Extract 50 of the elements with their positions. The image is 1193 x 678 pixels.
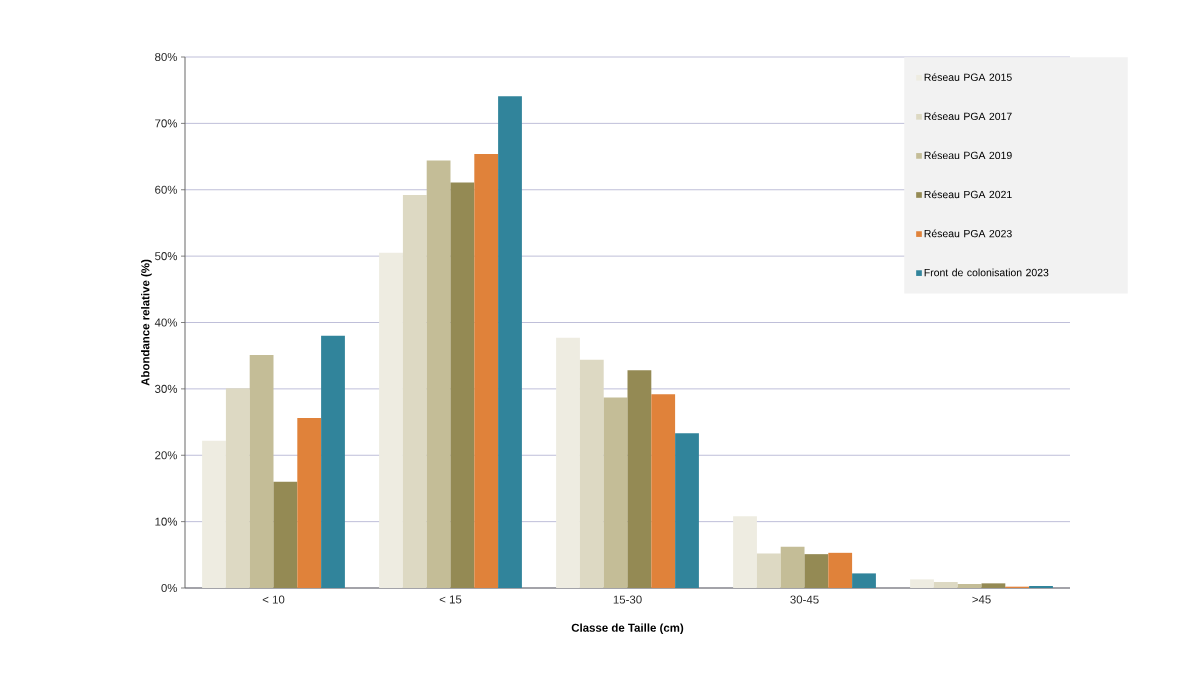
- y-tick-label: 20%: [155, 451, 178, 460]
- bar: [402, 195, 427, 588]
- bar: [910, 579, 934, 588]
- y-tick-label: 80%: [155, 52, 178, 62]
- bar: [733, 516, 757, 588]
- bar: [756, 553, 781, 588]
- bar: [426, 160, 451, 588]
- y-tick-label: 60%: [155, 185, 178, 194]
- y-tick-label: 10%: [155, 517, 178, 526]
- bar: [933, 582, 958, 588]
- bar: [675, 433, 699, 588]
- legend-label: Réseau PGA 2021: [924, 190, 1012, 199]
- bar: [273, 481, 298, 588]
- bar: [249, 355, 274, 588]
- y-axis-title: Abondance relative (%): [141, 259, 152, 386]
- bar: [379, 252, 403, 588]
- x-tick-label: 15-30: [613, 595, 642, 604]
- y-tick-label: 30%: [155, 384, 178, 393]
- legend-label: Réseau PGA 2017: [924, 112, 1012, 121]
- legend-label: Réseau PGA 2015: [924, 73, 1012, 81]
- x-axis-title: Classe de Taille (cm): [571, 623, 684, 635]
- bar: [225, 388, 250, 588]
- bar: [780, 546, 805, 588]
- bar: [603, 397, 628, 588]
- y-tick-label: 70%: [155, 119, 178, 128]
- bar: [297, 418, 322, 588]
- y-tick-label: 40%: [154, 318, 178, 327]
- x-tick-label: >45: [972, 595, 991, 604]
- bar: [627, 370, 652, 588]
- bar: [651, 394, 676, 588]
- bar: [321, 335, 345, 588]
- x-tick-label: < 10: [262, 595, 285, 604]
- y-tick-label: 50%: [155, 252, 178, 261]
- bar: [474, 153, 499, 588]
- bar: [556, 337, 580, 588]
- bar: [852, 573, 876, 588]
- bar: [450, 182, 475, 588]
- legend-label: Réseau PGA 2019: [924, 151, 1012, 160]
- x-tick-label: 30-45: [790, 595, 819, 604]
- bar: [828, 552, 853, 588]
- bar: [498, 96, 522, 588]
- legend-label: Réseau PGA 2023: [924, 229, 1012, 238]
- bar: [957, 584, 982, 588]
- bar: [804, 554, 829, 588]
- bar: [579, 359, 604, 588]
- bar: [202, 440, 226, 588]
- x-tick-label: < 15: [439, 595, 462, 604]
- bar: [981, 583, 1006, 588]
- legend-label: Front de colonisation 2023: [924, 268, 1049, 277]
- y-tick-label: 0%: [161, 583, 178, 593]
